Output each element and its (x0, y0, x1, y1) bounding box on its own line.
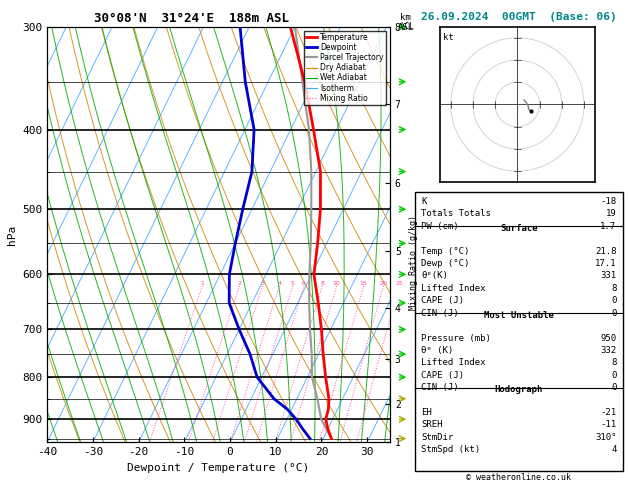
Text: 0: 0 (611, 383, 616, 392)
Text: 8: 8 (611, 358, 616, 367)
Text: 30°08'N  31°24'E  188m ASL: 30°08'N 31°24'E 188m ASL (94, 12, 289, 25)
Text: -11: -11 (600, 420, 616, 430)
Text: 6: 6 (302, 281, 306, 286)
Text: 0: 0 (611, 371, 616, 380)
Text: 17.1: 17.1 (595, 259, 616, 268)
X-axis label: Dewpoint / Temperature (°C): Dewpoint / Temperature (°C) (128, 463, 309, 473)
Text: 0: 0 (611, 309, 616, 318)
Text: 5: 5 (291, 281, 294, 286)
FancyBboxPatch shape (415, 192, 623, 471)
Text: 25: 25 (395, 281, 403, 286)
Text: -18: -18 (600, 197, 616, 206)
Text: 1.7: 1.7 (600, 222, 616, 231)
Text: 3: 3 (260, 281, 264, 286)
Text: © weatheronline.co.uk: © weatheronline.co.uk (467, 473, 571, 482)
Text: Dewp (°C): Dewp (°C) (421, 259, 470, 268)
Text: 20: 20 (379, 281, 387, 286)
Text: CAPE (J): CAPE (J) (421, 296, 464, 305)
Text: EH: EH (421, 408, 432, 417)
Text: Lifted Index: Lifted Index (421, 284, 486, 293)
Text: K: K (421, 197, 426, 206)
Text: 8: 8 (320, 281, 324, 286)
Text: CIN (J): CIN (J) (421, 309, 459, 318)
Text: 19: 19 (606, 209, 616, 218)
Text: Surface: Surface (500, 224, 538, 233)
Text: θᵉ (K): θᵉ (K) (421, 346, 454, 355)
Text: 21.8: 21.8 (595, 246, 616, 256)
Text: km: km (400, 13, 411, 22)
Text: 1: 1 (200, 281, 204, 286)
Text: 4: 4 (277, 281, 281, 286)
Text: StmSpd (kt): StmSpd (kt) (421, 445, 481, 454)
Text: PW (cm): PW (cm) (421, 222, 459, 231)
Text: 950: 950 (600, 333, 616, 343)
Text: 15: 15 (360, 281, 367, 286)
Text: LCL: LCL (400, 22, 414, 31)
Text: CAPE (J): CAPE (J) (421, 371, 464, 380)
Text: 26.09.2024  00GMT  (Base: 06): 26.09.2024 00GMT (Base: 06) (421, 12, 617, 22)
Text: 10: 10 (333, 281, 340, 286)
Text: SREH: SREH (421, 420, 443, 430)
Text: CIN (J): CIN (J) (421, 383, 459, 392)
Text: Mixing Ratio (g/kg): Mixing Ratio (g/kg) (409, 215, 418, 310)
Y-axis label: hPa: hPa (6, 225, 16, 244)
Text: 2: 2 (237, 281, 242, 286)
Text: 331: 331 (600, 272, 616, 280)
Text: Most Unstable: Most Unstable (484, 311, 554, 320)
Text: 0: 0 (611, 296, 616, 305)
Text: StmDir: StmDir (421, 433, 454, 442)
Text: Lifted Index: Lifted Index (421, 358, 486, 367)
Text: Totals Totals: Totals Totals (421, 209, 491, 218)
Text: 310°: 310° (595, 433, 616, 442)
Text: kt: kt (443, 33, 454, 42)
Text: -21: -21 (600, 408, 616, 417)
Text: 4: 4 (611, 445, 616, 454)
Text: θᵉ(K): θᵉ(K) (421, 272, 448, 280)
Text: ASL: ASL (398, 22, 414, 32)
Text: 332: 332 (600, 346, 616, 355)
Legend: Temperature, Dewpoint, Parcel Trajectory, Dry Adiabat, Wet Adiabat, Isotherm, Mi: Temperature, Dewpoint, Parcel Trajectory… (304, 31, 386, 105)
Text: Pressure (mb): Pressure (mb) (421, 333, 491, 343)
Text: Temp (°C): Temp (°C) (421, 246, 470, 256)
Text: 8: 8 (611, 284, 616, 293)
Text: Hodograph: Hodograph (495, 385, 543, 395)
